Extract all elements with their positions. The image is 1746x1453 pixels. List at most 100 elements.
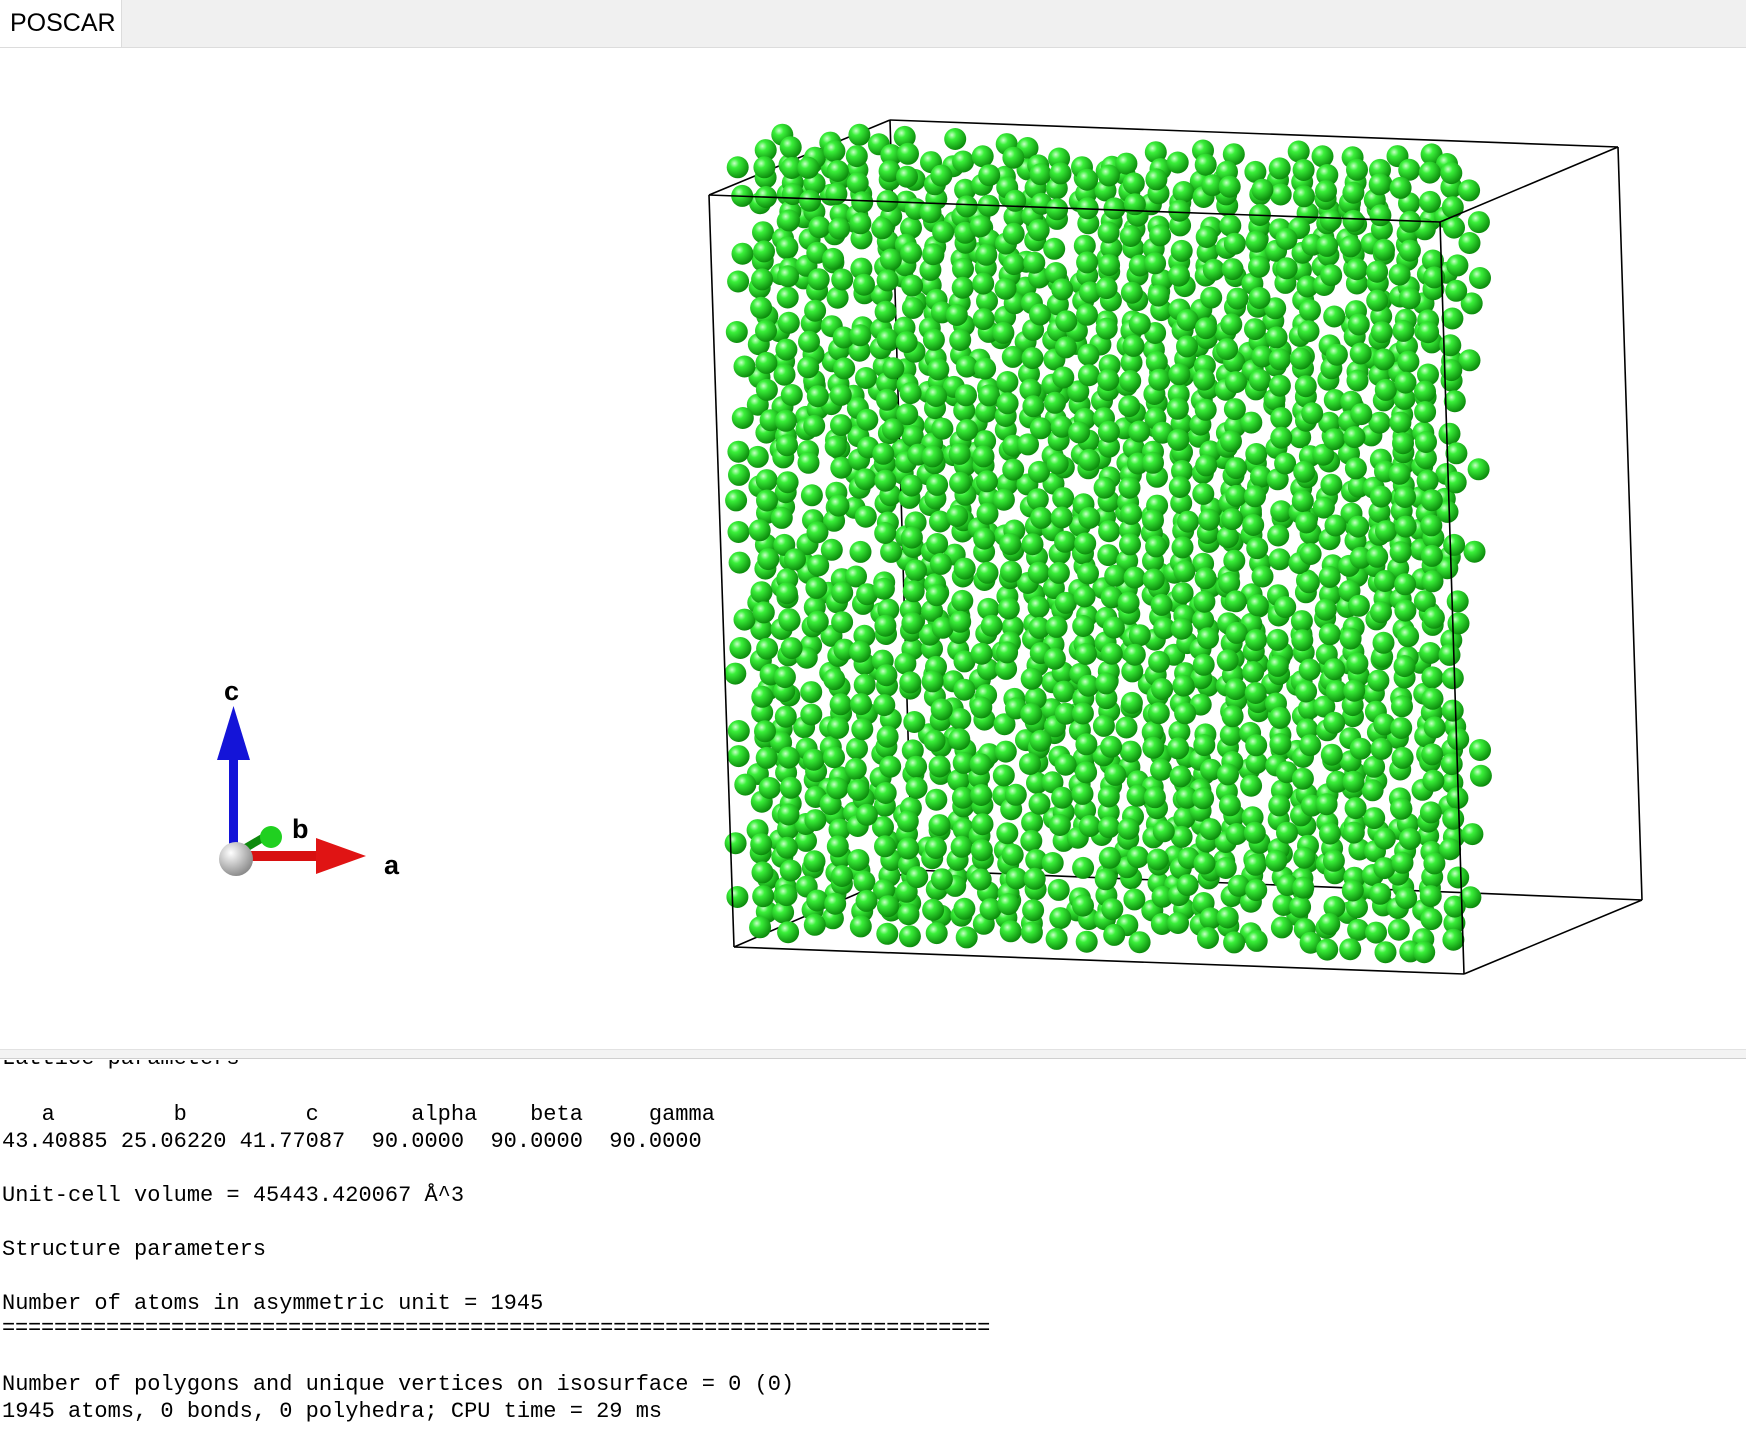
atom	[824, 892, 847, 915]
atom	[1047, 561, 1070, 584]
atom	[1346, 369, 1369, 392]
atom	[1029, 729, 1052, 752]
atom	[951, 276, 974, 299]
atom	[927, 358, 950, 381]
atom	[1128, 624, 1151, 647]
atom	[1120, 691, 1143, 714]
atom	[1117, 591, 1140, 614]
atom	[1269, 733, 1292, 756]
atom	[1029, 303, 1051, 326]
atom	[873, 694, 896, 717]
atom	[1171, 582, 1194, 605]
atom	[1067, 380, 1090, 403]
atom	[1415, 431, 1437, 453]
atom	[1116, 549, 1139, 572]
atom	[1394, 573, 1417, 596]
atom	[1240, 411, 1263, 434]
atom	[952, 751, 975, 774]
atom	[974, 357, 997, 380]
atom	[1000, 560, 1022, 583]
atom	[1054, 753, 1077, 776]
atom	[830, 456, 853, 479]
atom	[1002, 146, 1025, 169]
atom	[1021, 811, 1044, 834]
atom	[970, 839, 993, 862]
atom	[951, 589, 974, 612]
pane-splitter[interactable]	[0, 1049, 1746, 1059]
atom	[1324, 514, 1347, 537]
atom	[1146, 848, 1169, 871]
atom	[900, 526, 923, 549]
atom	[1121, 660, 1144, 683]
atom	[1270, 916, 1293, 939]
atom	[999, 533, 1022, 556]
tab-poscar[interactable]: POSCAR	[0, 0, 122, 47]
structure-viewport[interactable]: c b a	[0, 48, 1746, 1049]
structure-canvas[interactable]: c b a	[0, 48, 1746, 1049]
atom	[1441, 699, 1464, 722]
atom	[1323, 389, 1346, 411]
atom	[1097, 221, 1120, 244]
atom	[1393, 387, 1416, 410]
atom	[780, 637, 803, 660]
atom	[1268, 548, 1291, 571]
atom	[1363, 807, 1386, 830]
output-lattice-values: 43.40885 25.06220 41.77087 90.0000 90.00…	[2, 1129, 702, 1154]
atom	[1343, 426, 1366, 449]
atom	[1194, 567, 1217, 590]
atom	[930, 164, 953, 187]
atom	[1446, 254, 1469, 277]
atom	[1436, 557, 1459, 580]
atom	[1319, 209, 1342, 232]
atom	[1389, 176, 1412, 199]
atom	[996, 641, 1019, 664]
atom	[1214, 857, 1237, 879]
atom	[925, 922, 948, 945]
atom	[1002, 222, 1025, 245]
atom	[1048, 814, 1071, 836]
atom	[1026, 488, 1049, 511]
atom	[903, 711, 926, 733]
atom	[901, 274, 924, 297]
atom	[999, 920, 1022, 943]
atom	[853, 273, 875, 296]
atom	[1245, 443, 1268, 465]
atom	[752, 601, 775, 624]
atom	[1442, 928, 1465, 951]
atom	[1458, 232, 1481, 254]
atom	[955, 195, 978, 218]
atom	[778, 609, 801, 632]
atom	[893, 125, 916, 148]
atom	[1041, 852, 1064, 874]
atom	[929, 510, 951, 533]
atom	[1366, 545, 1389, 568]
atom	[902, 580, 925, 603]
output-panel[interactable]: Lattice parameters a b c alpha beta gamm…	[0, 1060, 1746, 1453]
atom	[1392, 319, 1415, 342]
atom	[772, 901, 795, 924]
atom	[1323, 428, 1346, 451]
atom	[969, 868, 992, 891]
atom	[1227, 874, 1250, 897]
atom	[1469, 267, 1491, 289]
atom	[778, 209, 800, 232]
atom	[1167, 428, 1190, 451]
atom	[1394, 599, 1417, 622]
atom	[754, 139, 777, 162]
atom	[1421, 666, 1444, 689]
atom	[1198, 508, 1221, 531]
atom	[1268, 374, 1291, 397]
atom	[1025, 849, 1048, 871]
atom	[728, 463, 750, 486]
atom	[1413, 590, 1436, 613]
atom	[1267, 524, 1290, 547]
atom	[758, 777, 781, 799]
atom	[749, 916, 772, 939]
atom	[1388, 263, 1411, 286]
atom	[1027, 596, 1050, 619]
atom	[897, 142, 919, 165]
atom	[1054, 591, 1077, 614]
atom	[1421, 743, 1444, 766]
atom	[1170, 617, 1193, 640]
atom	[755, 319, 777, 342]
